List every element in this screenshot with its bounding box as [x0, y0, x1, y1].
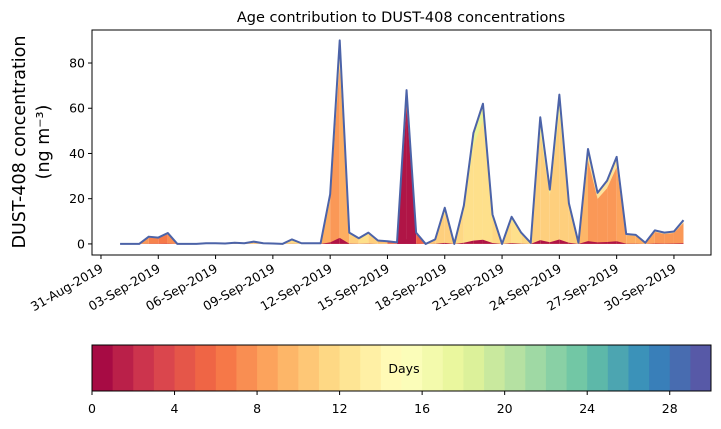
y-tick-label: 80 [69, 56, 85, 71]
colorbar-bin [422, 345, 443, 391]
y-tick-label: 20 [69, 191, 85, 206]
colorbar-bin [154, 345, 175, 391]
y-tick-label: 0 [77, 236, 85, 251]
colorbar-bin [608, 345, 629, 391]
colorbar-bin [113, 345, 134, 391]
colorbar-tick-label: 0 [88, 401, 96, 416]
colorbar-bin [236, 345, 257, 391]
colorbar-tick-label: 4 [171, 401, 179, 416]
y-axis-ticks: 0 20 40 60 80 [69, 56, 92, 252]
colorbar-bin [360, 345, 381, 391]
colorbar-tick-label: 20 [497, 401, 513, 416]
colorbar-bin [505, 345, 526, 391]
colorbar-bin [546, 345, 567, 391]
colorbar-tick-label: 8 [253, 401, 261, 416]
colorbar-ticks: 0 4 8 12 16 20 24 28 [88, 391, 678, 416]
colorbar-bin [649, 345, 670, 391]
y-axis-label-line1: DUST-408 concentration [10, 36, 30, 249]
colorbar-bin [628, 345, 649, 391]
colorbar-tick-label: 28 [662, 401, 678, 416]
colorbar-bin [175, 345, 196, 391]
colorbar-bin [319, 345, 340, 391]
x-axis-ticks: 31-Aug-201903-Sep-201906-Sep-201909-Sep-… [28, 255, 679, 314]
colorbar-bin [670, 345, 691, 391]
colorbar-bin [257, 345, 278, 391]
colorbar-bin [587, 345, 608, 391]
colorbar-bin [525, 345, 546, 391]
colorbar-bin [216, 345, 237, 391]
colorbar-label: Days [388, 361, 419, 376]
colorbar-bin [133, 345, 154, 391]
area-layers [120, 40, 683, 244]
y-tick-label: 40 [69, 146, 85, 161]
y-axis-label-line2: (ng m⁻³) [34, 105, 54, 180]
colorbar-bin [278, 345, 299, 391]
colorbar-bin [484, 345, 505, 391]
y-axis-label: DUST-408 concentration (ng m⁻³) [10, 36, 54, 249]
colorbar-tick-label: 24 [579, 401, 595, 416]
colorbar-bin [463, 345, 484, 391]
colorbar-tick-label: 16 [414, 401, 430, 416]
y-tick-label: 60 [69, 101, 85, 116]
chart-title: Age contribution to DUST-408 concentrati… [237, 10, 565, 26]
colorbar-tick-label: 12 [332, 401, 348, 416]
colorbar-bin [340, 345, 361, 391]
colorbar-bin [92, 345, 113, 391]
colorbar-bin [567, 345, 588, 391]
colorbar-bin [298, 345, 319, 391]
colorbar-bin [690, 345, 711, 391]
colorbar-bin [195, 345, 216, 391]
colorbar-bin [443, 345, 464, 391]
